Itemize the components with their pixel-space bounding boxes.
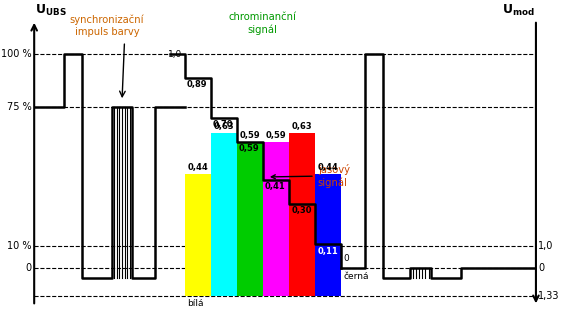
Text: 1,33: 1,33 bbox=[539, 291, 560, 301]
Text: 75 %: 75 % bbox=[7, 102, 31, 112]
Text: 0,59: 0,59 bbox=[240, 131, 260, 139]
Bar bbox=[315, 174, 341, 296]
Text: 0,70: 0,70 bbox=[213, 120, 233, 129]
Text: bílá: bílá bbox=[187, 299, 204, 308]
Text: 100 %: 100 % bbox=[1, 49, 31, 59]
Bar bbox=[211, 133, 237, 296]
Text: 10 %: 10 % bbox=[7, 241, 31, 252]
Text: 0,41: 0,41 bbox=[265, 182, 286, 191]
Text: 0,63: 0,63 bbox=[214, 122, 234, 131]
Text: 0: 0 bbox=[344, 254, 350, 263]
Text: 0: 0 bbox=[539, 263, 545, 273]
Bar bbox=[237, 142, 263, 296]
Text: 0,11: 0,11 bbox=[318, 247, 339, 257]
Text: $\mathbf{U_{mod}}$: $\mathbf{U_{mod}}$ bbox=[502, 3, 535, 18]
Bar bbox=[289, 133, 315, 296]
Bar bbox=[185, 174, 211, 296]
Text: 0,59: 0,59 bbox=[266, 131, 286, 139]
Text: $\mathbf{U_{UBS}}$: $\mathbf{U_{UBS}}$ bbox=[35, 3, 67, 18]
Bar bbox=[263, 142, 289, 296]
Text: synchronizační
impuls barvy: synchronizační impuls barvy bbox=[70, 14, 144, 37]
Text: 0,30: 0,30 bbox=[291, 206, 312, 215]
Text: chrominanční
signál: chrominanční signál bbox=[228, 12, 296, 35]
Text: 0,44: 0,44 bbox=[187, 163, 208, 171]
Text: 0,59: 0,59 bbox=[239, 144, 260, 153]
Text: 0: 0 bbox=[26, 263, 31, 273]
Text: 0,44: 0,44 bbox=[318, 163, 339, 171]
Text: 0,63: 0,63 bbox=[292, 122, 312, 131]
Text: jasový
signál: jasový signál bbox=[272, 164, 350, 188]
Text: černá: černá bbox=[344, 272, 369, 281]
Text: 1,0: 1,0 bbox=[168, 50, 182, 59]
Text: 0,89: 0,89 bbox=[187, 80, 208, 89]
Text: 1,0: 1,0 bbox=[539, 241, 554, 252]
